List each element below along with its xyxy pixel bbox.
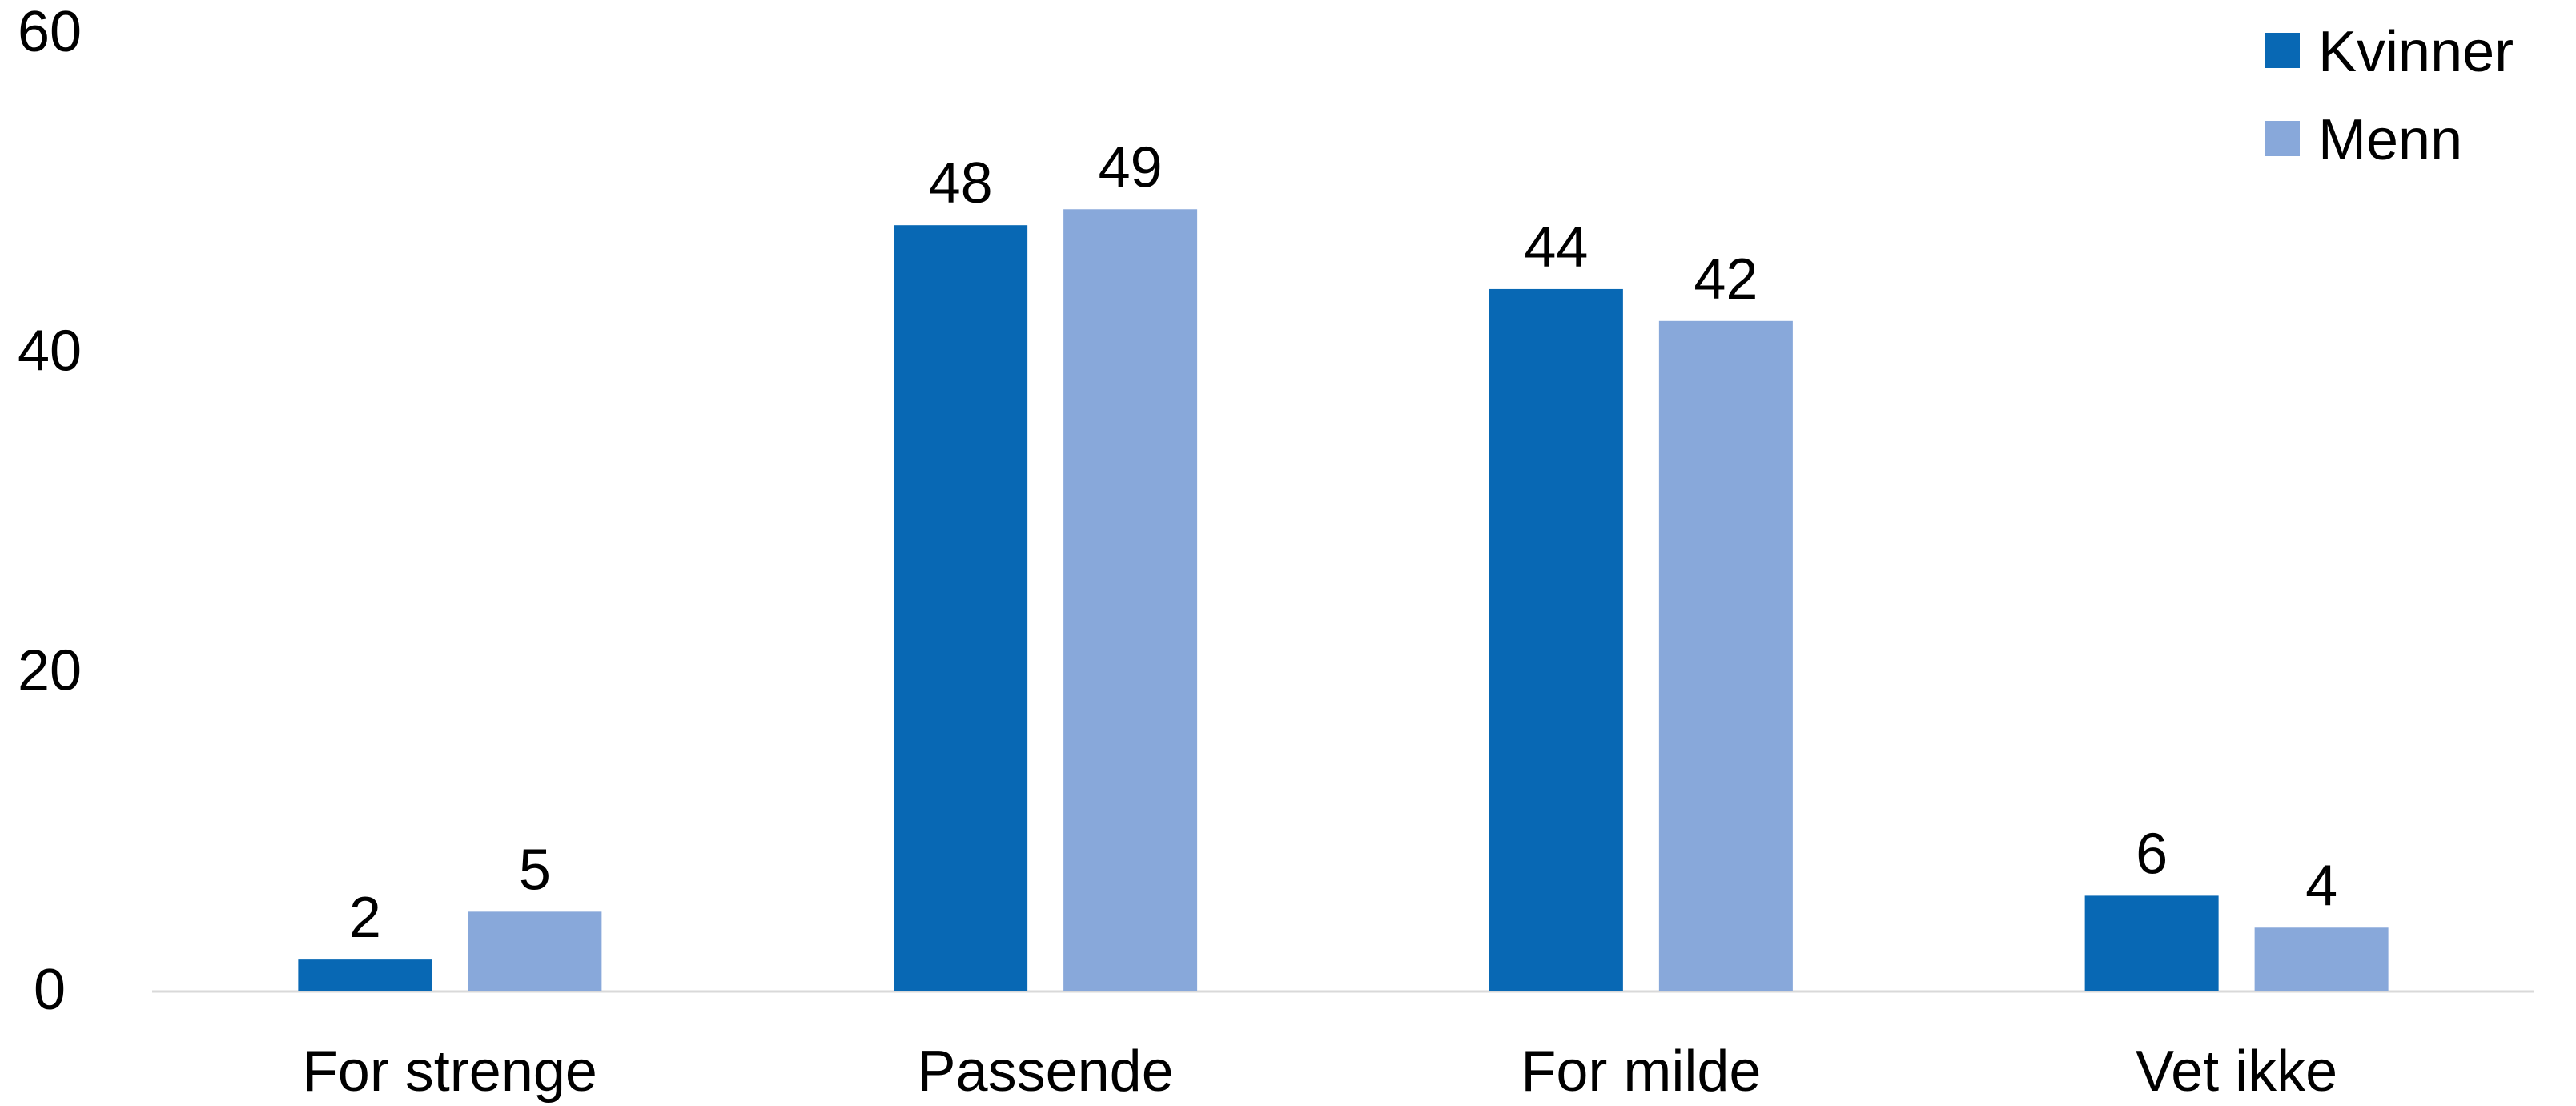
bar xyxy=(2084,895,2219,991)
data-label: 44 xyxy=(1524,215,1588,280)
x-tick-label: Vet ikke xyxy=(2136,1040,2337,1104)
bar xyxy=(468,911,602,991)
bar xyxy=(298,959,432,991)
y-axis: 0 20 40 60 xyxy=(18,0,82,1022)
data-label: 5 xyxy=(519,838,551,902)
bar xyxy=(2254,927,2389,991)
bar-series xyxy=(298,209,2389,991)
legend-swatch xyxy=(2265,33,2300,68)
data-label: 48 xyxy=(929,151,993,215)
legend-label: Menn xyxy=(2318,108,2462,172)
x-tick-label: For strenge xyxy=(303,1040,597,1104)
legend: Kvinner Menn xyxy=(2265,20,2514,172)
bar xyxy=(1489,288,1623,991)
legend-swatch xyxy=(2265,121,2300,156)
data-label: 42 xyxy=(1694,247,1758,312)
data-label: 2 xyxy=(349,886,381,950)
y-tick-label: 60 xyxy=(18,0,82,64)
x-tick-label: For milde xyxy=(1521,1040,1761,1104)
legend-label: Kvinner xyxy=(2318,20,2514,84)
data-label: 49 xyxy=(1099,135,1163,199)
bar xyxy=(1658,320,1793,991)
data-label: 6 xyxy=(2136,822,2168,886)
data-label: 4 xyxy=(2305,854,2337,918)
data-labels: 2 5 48 49 44 42 6 4 xyxy=(349,135,2337,950)
y-tick-label: 40 xyxy=(18,320,82,384)
y-tick-label: 0 xyxy=(34,958,66,1022)
y-tick-label: 20 xyxy=(18,638,82,702)
bar xyxy=(1063,209,1198,991)
x-axis: For strenge Passende For milde Vet ikke xyxy=(303,1040,2337,1104)
bar xyxy=(894,225,1028,991)
x-tick-label: Passende xyxy=(918,1040,1174,1104)
